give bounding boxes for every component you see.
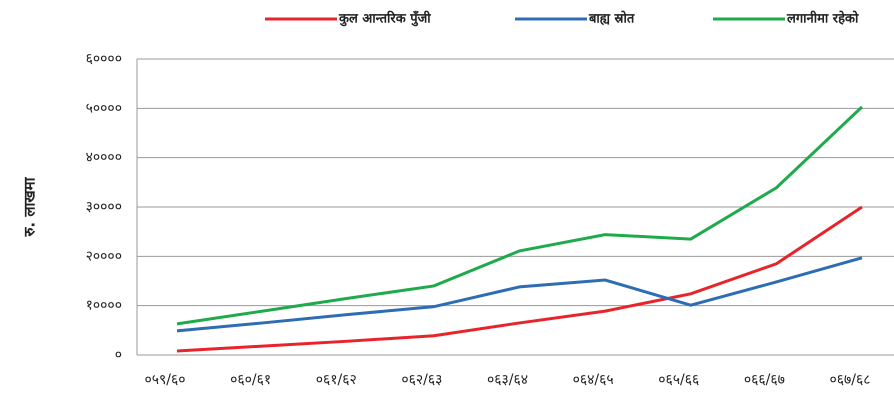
x-tick-label: ०५९/६० [144,372,185,388]
x-tick-label: ०६२/६३ [401,372,442,388]
y-tick-label: ३०००० [86,199,122,215]
y-tick-label: २०००० [86,248,122,264]
y-axis-label: रु. लाखमा [21,176,39,237]
legend-label: कुल आन्तरिक पुँजी [338,11,431,27]
y-tick-label: ५०००० [86,100,122,116]
x-tick-label: ०६५/६६ [658,372,699,388]
y-tick-label: १०००० [86,298,122,314]
x-tick-label: ०६३/६४ [487,372,528,388]
y-tick-label: ४०००० [86,150,122,166]
series-line [176,205,863,353]
x-tick-label: ०६०/६१ [230,372,271,388]
series-line [176,256,863,333]
legend-label: बाह्य स्रोत [588,11,635,27]
y-tick-label: ० [115,347,122,363]
x-tick-label: ०६४/६५ [573,372,614,388]
y-tick-label: ६०००० [86,51,122,67]
x-tick-label: ०६१/६२ [316,372,357,388]
series-line [176,105,864,326]
x-tick-label: ०६७/६८ [829,372,870,388]
x-tick-label: ०६६/६७ [744,372,785,388]
legend-label: लगानीमा रहेको [786,11,859,27]
